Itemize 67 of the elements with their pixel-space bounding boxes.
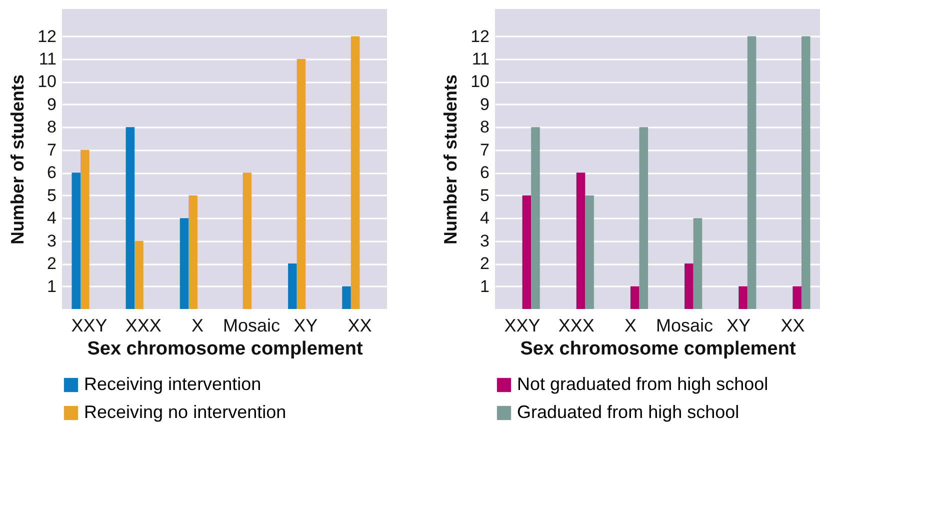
bar [531,127,540,309]
bar [342,286,351,309]
bar [693,218,702,309]
bar [801,36,810,309]
legend-label: Receiving no intervention [84,402,286,422]
y-tick-label: 3 [47,231,56,250]
y-tick-label: 11 [38,50,56,68]
bar [639,127,648,309]
x-tick-label: Mosaic [656,316,714,336]
bar [242,172,252,309]
x-tick-label: XX [780,316,805,336]
y-tick-label: 2 [480,254,490,274]
bar [684,264,694,309]
x-tick-label: XY [294,316,318,336]
bar [747,36,756,309]
y-tick-label: 5 [480,186,490,205]
bar [630,286,640,309]
legend-label: Not graduated from high school [517,374,768,394]
legend-label: Graduated from high school [517,402,740,422]
x-tick-label: XX [348,316,372,336]
y-tick-label: 5 [47,186,56,205]
x-tick-label: X [624,316,636,336]
y-tick-label: 9 [480,94,490,114]
y-tick-label: 8 [47,118,56,137]
bar [585,195,594,309]
y-tick-label: 8 [480,118,490,137]
bar [288,264,297,309]
bar [80,150,90,309]
x-tick-label: XXX [125,316,162,336]
bar [72,172,81,309]
x-tick-label: X [191,316,204,336]
y-tick-label: 9 [47,94,56,114]
x-tick-label: XXX [558,316,594,336]
y-tick-label: 3 [480,231,490,250]
bar [522,195,532,309]
bar [296,59,306,309]
y-tick-label: 12 [38,26,56,46]
y-tick-label: 10 [38,72,56,92]
x-tick-label: XXY [504,316,540,336]
bar [126,127,135,309]
y-tick-label: 6 [480,163,490,182]
y-axis-title: Number of students [8,74,28,245]
bar [134,240,144,309]
y-tick-label: 2 [47,254,56,274]
y-tick-label: 7 [47,140,56,160]
y-tick-label: 6 [47,163,56,182]
legend-label: Receiving intervention [84,374,262,394]
y-tick-label: 4 [47,208,56,228]
y-tick-label: 1 [480,276,490,296]
y-tick-label: 4 [480,208,490,228]
bar [576,172,586,309]
y-tick-label: 12 [470,26,490,46]
bar [792,286,802,309]
bar [188,195,198,309]
x-axis-title: Sex chromosome complement [520,338,796,360]
x-tick-label: XY [726,316,751,336]
x-tick-label: XXY [71,316,108,336]
y-tick-label: 10 [470,72,490,92]
y-axis-title: Number of students [440,74,461,245]
y-tick-label: 11 [472,50,490,68]
x-axis-title: Sex chromosome complement [87,338,364,360]
y-tick-label: 7 [480,140,490,160]
y-tick-label: 1 [47,276,56,296]
bar [350,36,360,309]
x-tick-label: Mosaic [223,316,280,336]
bar [738,286,748,309]
bar [180,218,189,309]
